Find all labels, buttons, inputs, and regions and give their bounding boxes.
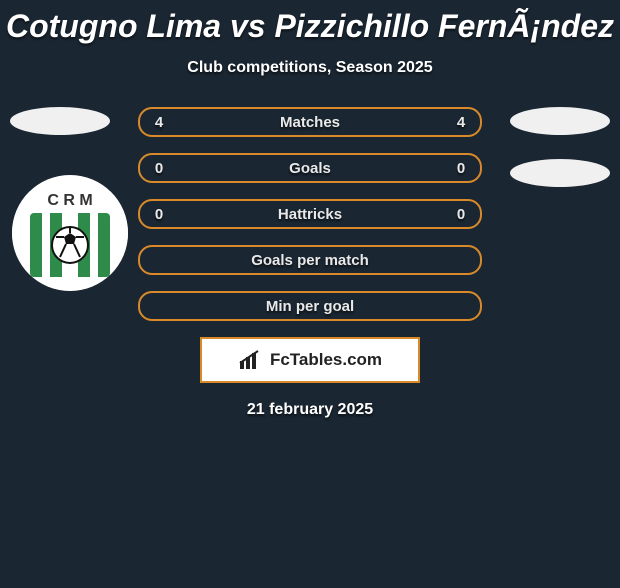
- stat-left-value: 0: [152, 206, 166, 223]
- stat-label: Goals: [166, 160, 454, 177]
- stat-row-goals-per-match: Goals per match: [138, 245, 482, 275]
- club-logo-svg: C R M: [10, 173, 130, 293]
- page-subtitle: Club competitions, Season 2025: [0, 59, 620, 77]
- stat-bars: 4 Matches 4 0 Goals 0 0 Hattricks 0 Goal…: [138, 107, 482, 321]
- chart-icon: [238, 349, 264, 371]
- stat-row-hattricks: 0 Hattricks 0: [138, 199, 482, 229]
- player-right-avatar-placeholder-2: [510, 159, 610, 187]
- stat-row-matches: 4 Matches 4: [138, 107, 482, 137]
- svg-text:C R M: C R M: [47, 192, 92, 209]
- player-left-avatar-placeholder: [10, 107, 110, 135]
- stat-label: Min per goal: [152, 298, 468, 315]
- stat-label: Hattricks: [166, 206, 454, 223]
- stat-right-value: 4: [454, 114, 468, 131]
- player-right-avatar-placeholder-1: [510, 107, 610, 135]
- stat-left-value: 0: [152, 160, 166, 177]
- stat-row-goals: 0 Goals 0: [138, 153, 482, 183]
- page-title: Cotugno Lima vs Pizzichillo FernÃ¡ndez: [0, 8, 620, 45]
- club-logo: C R M: [10, 173, 130, 293]
- stat-right-value: 0: [454, 206, 468, 223]
- brand-text: FcTables.com: [270, 350, 382, 370]
- brand-box: FcTables.com: [200, 337, 420, 383]
- stat-left-value: 4: [152, 114, 166, 131]
- comparison-panel: C R M 4 Matches 4 0 Goals 0 0 Hattricks …: [0, 107, 620, 419]
- stat-label: Matches: [166, 114, 454, 131]
- stat-right-value: 0: [454, 160, 468, 177]
- stat-row-min-per-goal: Min per goal: [138, 291, 482, 321]
- date-label: 21 february 2025: [0, 401, 620, 419]
- stat-label: Goals per match: [152, 252, 468, 269]
